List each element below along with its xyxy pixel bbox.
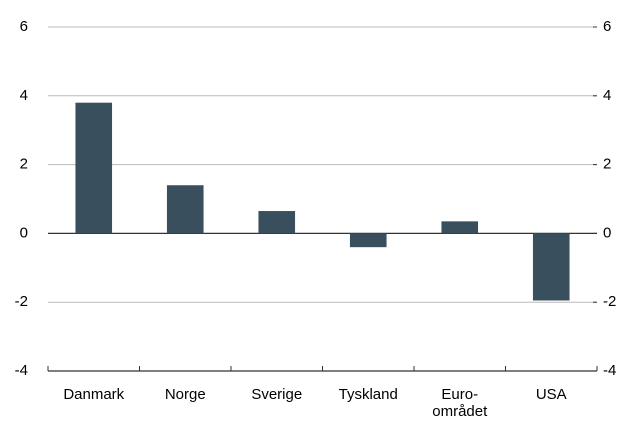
y2-tick-label: 4 <box>603 87 611 104</box>
y2-tick-label: -2 <box>603 293 616 310</box>
x-tick-label: Euro-området <box>432 386 488 420</box>
x-tick-label: Tyskland <box>339 386 398 403</box>
x-tick-label: Danmark <box>63 386 124 403</box>
y-tick-label: -4 <box>15 362 28 379</box>
x-tick-label: Sverige <box>251 386 302 403</box>
bar <box>75 102 113 234</box>
y-tick-label: -2 <box>15 293 28 310</box>
y2-tick-label: 0 <box>603 224 611 241</box>
y2-tick-label: 6 <box>603 18 611 35</box>
y-tick-label: 0 <box>20 224 28 241</box>
x-tick-label: Norge <box>165 386 206 403</box>
y-tick-label: 2 <box>20 156 28 173</box>
x-tick-label: USA <box>536 386 567 403</box>
y2-tick-label: -4 <box>603 362 616 379</box>
bar <box>349 233 387 248</box>
bar <box>258 211 296 234</box>
bar <box>532 233 570 301</box>
y2-tick-label: 2 <box>603 156 611 173</box>
bar <box>166 185 204 234</box>
y-tick-label: 6 <box>20 18 28 35</box>
y-tick-label: 4 <box>20 87 28 104</box>
bar <box>441 221 479 234</box>
